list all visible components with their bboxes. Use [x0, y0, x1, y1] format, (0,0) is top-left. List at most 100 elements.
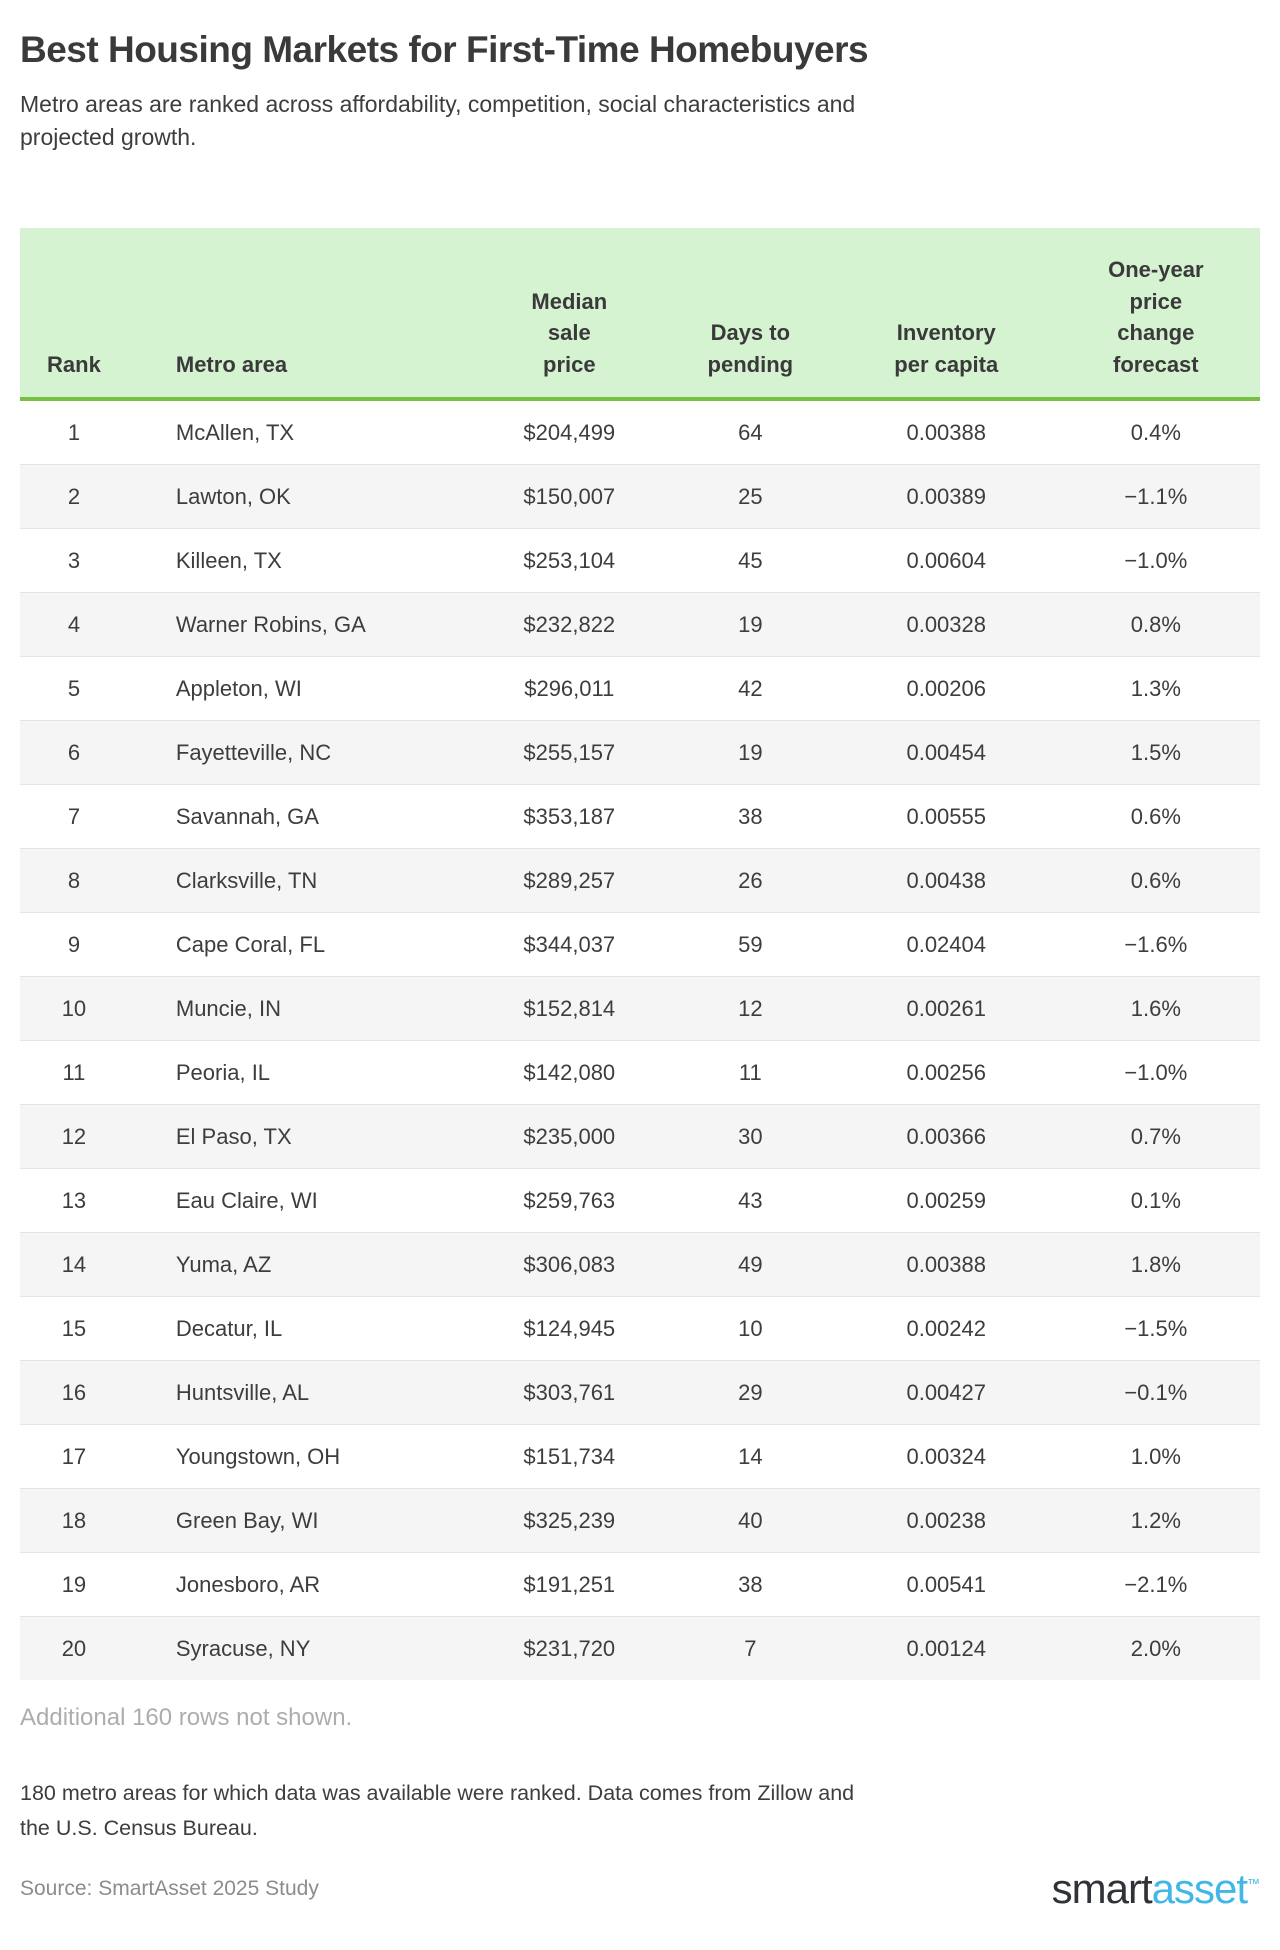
cell-forecast: 1.3%	[1051, 656, 1260, 721]
cell-forecast: 0.6%	[1051, 848, 1260, 913]
cell-price: $150,007	[478, 464, 660, 529]
cell-inventory: 0.00389	[840, 464, 1052, 529]
cell-metro: Muncie, IN	[127, 976, 479, 1041]
cell-price: $255,157	[478, 720, 660, 785]
column-header-rank: Rank	[20, 227, 128, 402]
cell-inventory: 0.00388	[840, 399, 1052, 465]
cell-inventory: 0.00454	[840, 720, 1052, 785]
cell-price: $344,037	[478, 912, 660, 977]
cell-price: $124,945	[478, 1296, 660, 1361]
cell-metro: Clarksville, TN	[127, 848, 479, 913]
table-row: 19 Jonesboro, AR $191,251 38 0.00541 −2.1%	[20, 1552, 1260, 1617]
cell-metro: Eau Claire, WI	[127, 1168, 479, 1233]
cell-rank: 18	[20, 1488, 128, 1553]
logo-smart: smart	[1051, 1864, 1153, 1912]
table-row: 11 Peoria, IL $142,080 11 0.00256 −1.0%	[20, 1040, 1260, 1105]
cell-days: 25	[659, 464, 841, 529]
table-header-row: Rank Metro area Median sale price Days to p…	[20, 227, 1260, 402]
cell-metro: Lawton, OK	[127, 464, 479, 529]
cell-inventory: 0.00328	[840, 592, 1052, 657]
cell-rank: 13	[20, 1168, 128, 1233]
cell-metro: Syracuse, NY	[127, 1616, 479, 1681]
cell-price: $142,080	[478, 1040, 660, 1105]
cell-inventory: 0.02404	[840, 912, 1052, 977]
cell-inventory: 0.00256	[840, 1040, 1052, 1105]
cell-price: $306,083	[478, 1232, 660, 1297]
additional-rows-note: Additional 160 rows not shown.	[20, 1704, 353, 1732]
page-subtitle: Metro areas are ranked across affordabil…	[20, 91, 856, 151]
cell-rank: 14	[20, 1232, 128, 1297]
cell-rank: 19	[20, 1552, 128, 1617]
table-row: 10 Muncie, IN $152,814 12 0.00261 1.6%	[20, 976, 1260, 1041]
cell-days: 38	[659, 784, 841, 849]
cell-metro: Killeen, TX	[127, 528, 479, 593]
cell-rank: 12	[20, 1104, 128, 1169]
cell-days: 7	[659, 1616, 841, 1681]
table-row: 14 Yuma, AZ $306,083 49 0.00388 1.8%	[20, 1232, 1260, 1297]
table-row: 4 Warner Robins, GA $232,822 19 0.00328 0.8%	[20, 592, 1260, 657]
cell-price: $151,734	[478, 1424, 660, 1489]
cell-metro: Peoria, IL	[127, 1040, 479, 1105]
cell-days: 43	[659, 1168, 841, 1233]
cell-rank: 11	[20, 1040, 128, 1105]
cell-forecast: −1.0%	[1051, 528, 1260, 593]
cell-days: 40	[659, 1488, 841, 1553]
table-row: 2 Lawton, OK $150,007 25 0.00389 −1.1%	[20, 464, 1260, 529]
cell-rank: 3	[20, 528, 128, 593]
cell-metro: Fayetteville, NC	[127, 720, 479, 785]
table-row: 3 Killeen, TX $253,104 45 0.00604 −1.0%	[20, 528, 1260, 593]
smartasset-logo: smartasset™	[1051, 1864, 1260, 1912]
column-header-price: Median sale price	[478, 227, 660, 402]
table-row: 15 Decatur, IL $124,945 10 0.00242 −1.5%	[20, 1296, 1260, 1361]
column-header-metro: Metro area	[127, 227, 479, 402]
cell-rank: 9	[20, 912, 128, 977]
cell-forecast: 1.2%	[1051, 1488, 1260, 1553]
cell-inventory: 0.00238	[840, 1488, 1052, 1553]
cell-inventory: 0.00259	[840, 1168, 1052, 1233]
cell-forecast: −1.5%	[1051, 1296, 1260, 1361]
cell-price: $152,814	[478, 976, 660, 1041]
cell-metro: Warner Robins, GA	[127, 592, 479, 657]
cell-forecast: 1.6%	[1051, 976, 1260, 1041]
cell-inventory: 0.00388	[840, 1232, 1052, 1297]
cell-forecast: −1.1%	[1051, 464, 1260, 529]
cell-days: 59	[659, 912, 841, 977]
cell-days: 19	[659, 592, 841, 657]
table-row: 1 McAllen, TX $204,499 64 0.00388 0.4%	[20, 399, 1260, 465]
table-header: Rank Metro area Median sale price Days to p…	[20, 227, 1260, 402]
cell-days: 14	[659, 1424, 841, 1489]
cell-forecast: 2.0%	[1051, 1616, 1260, 1681]
logo-trademark-icon: ™	[1247, 1875, 1260, 1891]
cell-price: $235,000	[478, 1104, 660, 1169]
cell-rank: 15	[20, 1296, 128, 1361]
cell-price: $289,257	[478, 848, 660, 913]
cell-rank: 1	[20, 399, 128, 465]
page-title: Best Housing Markets for First-Time Home…	[20, 29, 869, 70]
cell-metro: El Paso, TX	[127, 1104, 479, 1169]
cell-rank: 8	[20, 848, 128, 913]
cell-metro: Huntsville, AL	[127, 1360, 479, 1425]
table-row: 13 Eau Claire, WI $259,763 43 0.00259 0.1%	[20, 1168, 1260, 1233]
cell-rank: 20	[20, 1616, 128, 1681]
logo-asset: asset	[1151, 1864, 1248, 1912]
table-row: 8 Clarksville, TN $289,257 26 0.00438 0.6%	[20, 848, 1260, 913]
cell-price: $303,761	[478, 1360, 660, 1425]
rankings-table: Rank Metro area Median sale price Days to p…	[20, 227, 1260, 1681]
cell-inventory: 0.00541	[840, 1552, 1052, 1617]
column-header-inventory: Inventory per capita	[840, 227, 1052, 402]
cell-metro: Youngstown, OH	[127, 1424, 479, 1489]
cell-days: 64	[659, 399, 841, 465]
cell-inventory: 0.00604	[840, 528, 1052, 593]
table-row: 12 El Paso, TX $235,000 30 0.00366 0.7%	[20, 1104, 1260, 1169]
cell-rank: 17	[20, 1424, 128, 1489]
cell-rank: 5	[20, 656, 128, 721]
cell-forecast: 1.5%	[1051, 720, 1260, 785]
table-row: 9 Cape Coral, FL $344,037 59 0.02404 −1.6%	[20, 912, 1260, 977]
column-header-days: Days to pending	[659, 227, 841, 402]
cell-forecast: 0.8%	[1051, 592, 1260, 657]
table-body: 1 McAllen, TX $204,499 64 0.00388 0.4% 2 Lawton…	[20, 399, 1260, 1681]
cell-price: $232,822	[478, 592, 660, 657]
cell-inventory: 0.00261	[840, 976, 1052, 1041]
cell-rank: 10	[20, 976, 128, 1041]
cell-days: 26	[659, 848, 841, 913]
